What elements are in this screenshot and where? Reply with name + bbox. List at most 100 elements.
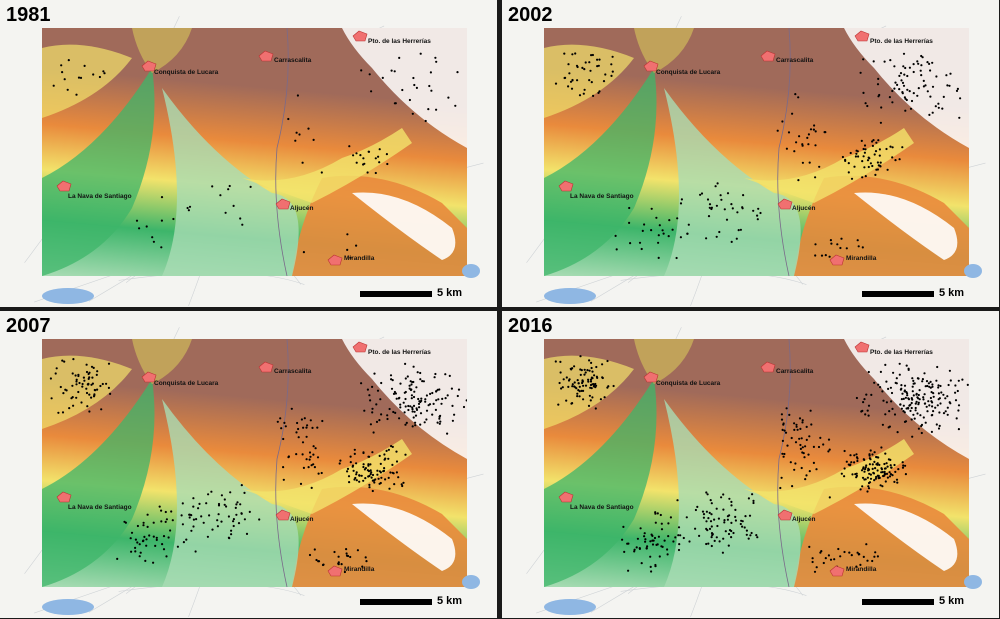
settlement-dot (282, 437, 285, 441)
settlement-dot (908, 90, 911, 93)
settlement-dot (348, 145, 351, 148)
river-line (777, 339, 791, 587)
settlement-dot (870, 393, 873, 396)
settlement-dot (559, 360, 562, 363)
settlement-dot (743, 526, 746, 529)
settlement-dot (287, 456, 290, 459)
settlement-dot (448, 374, 451, 377)
town-label: Mirandilla (344, 255, 375, 262)
settlement-dot (205, 502, 208, 505)
settlement-dot (644, 538, 647, 541)
settlement-dot (805, 474, 808, 477)
settlement-dot (176, 545, 179, 548)
settlement-dot (355, 473, 358, 476)
settlement-dot (72, 358, 75, 361)
settlement-dot (565, 376, 568, 379)
settlement-dot (849, 454, 852, 457)
settlement-dot (888, 475, 892, 478)
town-label: Conquista de Lucara (656, 69, 721, 76)
settlement-dot (901, 92, 904, 95)
settlement-dot (740, 519, 743, 522)
settlement-dot (954, 384, 957, 387)
settlement-dot (827, 438, 831, 441)
settlement-dot (351, 465, 354, 468)
settlement-dot (419, 52, 422, 55)
settlement-dot (439, 420, 442, 423)
settlement-dot (891, 474, 894, 477)
settlement-dot (579, 355, 582, 358)
settlement-dot (358, 474, 361, 477)
settlement-dot (379, 471, 382, 474)
settlement-dot (868, 457, 871, 460)
settlement-dot (584, 61, 587, 64)
settlement-dot (966, 383, 969, 386)
settlement-dot (362, 465, 365, 469)
settlement-dot (583, 68, 586, 71)
settlement-dot (848, 551, 851, 554)
settlement-dot (229, 491, 232, 494)
settlement-dot (86, 405, 89, 408)
settlement-dot (880, 468, 884, 471)
settlement-dot (926, 410, 929, 413)
settlement-dot (424, 119, 427, 123)
settlement-dot (901, 392, 904, 395)
settlement-dot (708, 527, 712, 530)
settlement-dot (917, 62, 920, 65)
settlement-dot (752, 501, 755, 505)
settlement-dot (861, 476, 865, 479)
settlement-dot (651, 543, 655, 546)
settlement-dot (809, 128, 813, 131)
settlement-dot (83, 379, 86, 382)
settlement-dot (867, 156, 870, 159)
settlement-dot (859, 563, 862, 566)
settlement-dot (587, 378, 590, 381)
settlement-dot (701, 510, 705, 513)
settlement-dot (924, 84, 927, 87)
settlement-dot (386, 162, 389, 166)
settlement-dot (894, 159, 897, 162)
settlement-dot (886, 465, 889, 468)
settlement-dot (383, 458, 386, 461)
settlement-dot (190, 529, 193, 532)
settlement-dot (813, 124, 816, 127)
settlement-dot (780, 418, 784, 421)
settlement-dot (337, 563, 340, 566)
settlement-dot (730, 203, 733, 206)
settlement-dot (904, 66, 907, 70)
settlement-dot (742, 194, 745, 197)
settlement-dot (867, 165, 870, 169)
settlement-dot (611, 70, 614, 73)
settlement-dot (554, 82, 558, 85)
settlement-dot (811, 560, 814, 564)
settlement-dot (90, 365, 94, 368)
settlement-dot (374, 171, 377, 175)
settlement-dot (102, 70, 105, 73)
settlement-dot (881, 423, 884, 426)
settlement-dot (654, 565, 657, 568)
settlement-dot (808, 435, 811, 438)
settlement-dot (884, 413, 887, 416)
settlement-dot (359, 154, 362, 157)
settlement-dot (361, 565, 364, 568)
settlement-dot (169, 529, 172, 532)
settlement-dot (891, 407, 894, 410)
settlement-dot (152, 240, 155, 243)
settlement-dot (391, 379, 394, 382)
settlement-dot (348, 481, 351, 484)
settlement-dot (855, 152, 858, 155)
settlement-dot (783, 429, 786, 432)
settlement-dot (898, 158, 901, 161)
settlement-dot (365, 560, 368, 563)
settlement-dot (434, 408, 437, 411)
settlement-dot (902, 464, 905, 467)
town-label: La Nava de Santiago (68, 193, 132, 200)
settlement-dot (211, 528, 214, 531)
settlement-dot (404, 362, 407, 365)
settlement-dot (658, 555, 661, 558)
settlement-dot (591, 53, 594, 57)
settlement-dot (667, 235, 670, 238)
settlement-dot (136, 524, 139, 528)
settlement-dot (604, 73, 607, 76)
settlement-dot (855, 396, 858, 400)
settlement-dot (601, 363, 604, 366)
